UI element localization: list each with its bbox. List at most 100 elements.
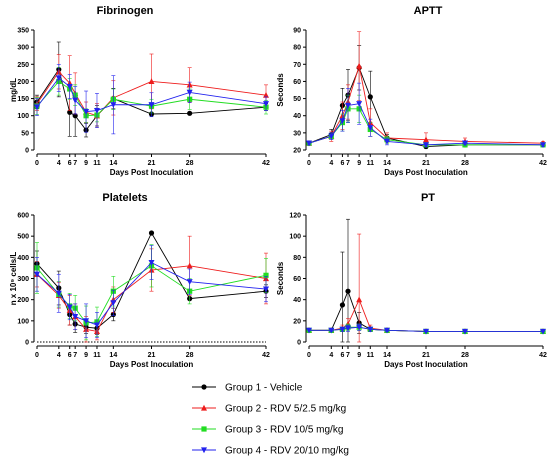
chart-title: PT [421, 192, 435, 204]
series-3 [34, 245, 269, 339]
data-point [66, 83, 73, 90]
x-tick-label: 4 [57, 352, 61, 359]
y-tick-label: 40 [293, 297, 301, 304]
y-tick-label: 50 [293, 96, 301, 103]
data-point [356, 324, 363, 331]
x-axis: 0 4 6 7 9 11 14 21 28 42 Days Post Inoculation [307, 345, 547, 369]
y-tick-label: 40 [293, 113, 301, 120]
series-line [308, 108, 543, 146]
data-point [34, 104, 40, 111]
x-tick-label: 14 [109, 352, 117, 359]
data-point [83, 109, 90, 115]
series-line [36, 77, 267, 113]
legend: Group 1 - Vehicle Group 2 - RDV 5/2.5 mg/… [192, 383, 349, 457]
x-tick-label: 9 [357, 352, 361, 359]
data-point [148, 78, 155, 85]
x-tick-label: 4 [57, 160, 61, 167]
series-line [36, 71, 267, 117]
data-point [34, 271, 40, 278]
y-axis: 0 20 40 60 80 100 120 Seconds [276, 213, 307, 347]
data-point [328, 327, 335, 334]
data-point [462, 140, 468, 147]
data-point [356, 62, 363, 69]
y-tick-label: 120 [289, 213, 301, 220]
data-point [187, 110, 193, 116]
series-1 [306, 31, 546, 147]
x-tick-label: 0 [307, 160, 311, 167]
x-axis-label: Days Post Inoculation [384, 360, 468, 369]
series-line [309, 289, 543, 332]
series-0 [306, 218, 546, 343]
x-tick-label: 6 [68, 352, 72, 359]
chart-0: Fibrinogen 0 50 100 150 200 250 300 350 mg/dL 0 4 6 7… [9, 5, 270, 177]
data-point [263, 101, 269, 107]
y-tick-label: 100 [289, 234, 301, 241]
y-axis-label: mg/dL [9, 78, 18, 102]
data-point [339, 302, 346, 308]
legend-marker [201, 384, 207, 390]
x-tick-label: 28 [461, 352, 469, 359]
x-axis-label: Days Post Inoculation [110, 168, 194, 177]
y-tick-label: 60 [293, 276, 301, 283]
y-axis: 20 30 40 50 60 70 80 90 Seconds [276, 28, 307, 155]
x-axis: 0 4 6 7 9 11 14 21 28 42 Days Post Inoculation [35, 345, 270, 369]
series-line [36, 262, 267, 326]
x-tick-label: 6 [68, 160, 72, 167]
x-tick-label: 11 [93, 352, 101, 359]
data-point [423, 328, 429, 335]
data-point [83, 318, 90, 325]
x-tick-label: 6 [340, 160, 344, 167]
data-point [306, 140, 312, 147]
y-tick-label: 100 [17, 318, 29, 325]
x-axis: 0 4 6 7 9 11 14 21 28 42 Days Post Inoculation [307, 153, 547, 177]
data-point [93, 107, 100, 114]
data-point [339, 118, 346, 125]
chart-2: Platelets 0 100 200 300 400 500 600 n x 10⁹ cell… [9, 192, 270, 369]
legend-marker [201, 447, 207, 454]
x-tick-label: 9 [84, 160, 88, 167]
series-line [308, 66, 543, 148]
data-point [93, 322, 100, 329]
series-3 [306, 323, 546, 335]
data-point [356, 101, 363, 107]
y-tick-label: 30 [293, 130, 301, 137]
data-point [356, 296, 363, 303]
legend-marker [201, 426, 207, 432]
data-point [186, 89, 193, 96]
data-point [263, 286, 269, 293]
x-tick-label: 6 [340, 352, 344, 359]
y-tick-label: 20 [293, 318, 301, 325]
legend-item: Group 1 - Vehicle [192, 383, 303, 394]
data-point [66, 304, 73, 311]
x-tick-label: 21 [148, 160, 156, 167]
x-tick-label: 42 [539, 352, 547, 359]
legend-item: Group 4 - RDV 20/10 mg/kg [192, 446, 349, 457]
data-point [263, 272, 269, 278]
x-axis-label: Days Post Inoculation [384, 168, 468, 177]
data-point [367, 94, 373, 100]
x-tick-label: 4 [329, 160, 333, 167]
y-tick-label: 300 [17, 45, 29, 52]
data-point [67, 109, 73, 115]
x-tick-label: 42 [262, 160, 270, 167]
series-line [36, 80, 267, 117]
data-point [148, 102, 155, 108]
x-tick-label: 9 [84, 352, 88, 359]
data-point [148, 230, 155, 236]
x-tick-label: 21 [422, 160, 430, 167]
data-point [110, 102, 117, 108]
chart-title: Fibrinogen [97, 5, 154, 17]
x-tick-label: 14 [383, 160, 391, 167]
x-tick-label: 7 [73, 160, 77, 167]
x-tick-label: 0 [35, 160, 39, 167]
data-point [328, 133, 335, 140]
data-point [263, 91, 269, 98]
data-point [384, 327, 390, 334]
data-point [72, 113, 78, 119]
series-line [309, 326, 543, 332]
series-3 [34, 63, 269, 135]
y-tick-label: 400 [17, 255, 29, 262]
y-tick-label: 100 [17, 113, 29, 120]
data-point [110, 300, 117, 307]
